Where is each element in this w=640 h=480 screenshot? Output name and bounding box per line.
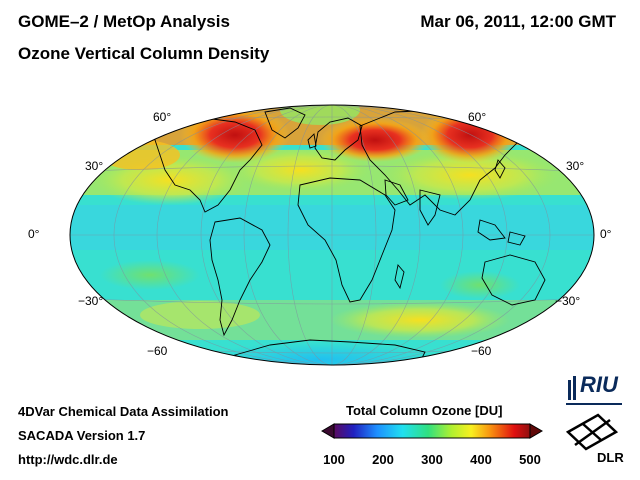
graticule: [70, 105, 594, 365]
lat-label-left-30n: 30°: [85, 159, 104, 173]
dlr-logo: DLR: [597, 450, 624, 465]
lat-label-left-0: 0°: [28, 227, 40, 241]
riu-logo-icon: [566, 376, 622, 405]
colorbar-gradient: [333, 423, 531, 439]
title-line-1: GOME–2 / MetOp Analysis: [18, 12, 230, 31]
riu-logo: RIU: [580, 372, 618, 397]
colorbar-tick-400: 400: [470, 452, 492, 467]
colorbar-high-arrow: [529, 423, 543, 439]
lat-label-right-60n: 60°: [468, 110, 487, 124]
footer-url[interactable]: http://wdc.dlr.de: [18, 452, 118, 467]
dlr-logo-icon: [565, 413, 619, 451]
colorbar-low-arrow: [321, 423, 335, 439]
colorbar-tick-200: 200: [372, 452, 394, 467]
date-label: Mar 06, 2011, 12:00 GMT: [420, 12, 616, 31]
lat-label-right-0: 0°: [600, 227, 612, 241]
colorbar: [321, 423, 543, 439]
lat-label-right-30n: 30°: [566, 159, 585, 173]
colorbar-title: Total Column Ozone [DU]: [346, 403, 503, 418]
title-line-2: Ozone Vertical Column Density: [18, 44, 270, 63]
colorbar-tick-100: 100: [323, 452, 345, 467]
footer-version: SACADA Version 1.7: [18, 428, 146, 443]
lat-label-left-60n: 60°: [153, 110, 172, 124]
coastlines: [149, 107, 559, 365]
colorbar-tick-300: 300: [421, 452, 443, 467]
lat-label-right-60s: −60: [471, 344, 492, 358]
lat-label-right-30s: −30°: [555, 294, 581, 308]
lat-label-left-60s: −60: [147, 344, 168, 358]
ozone-field: [70, 105, 594, 365]
map-outline: [69, 104, 595, 366]
colorbar-tick-500: 500: [519, 452, 541, 467]
lat-label-left-30s: −30°: [78, 294, 104, 308]
footer-method: 4DVar Chemical Data Assimilation: [18, 404, 229, 419]
